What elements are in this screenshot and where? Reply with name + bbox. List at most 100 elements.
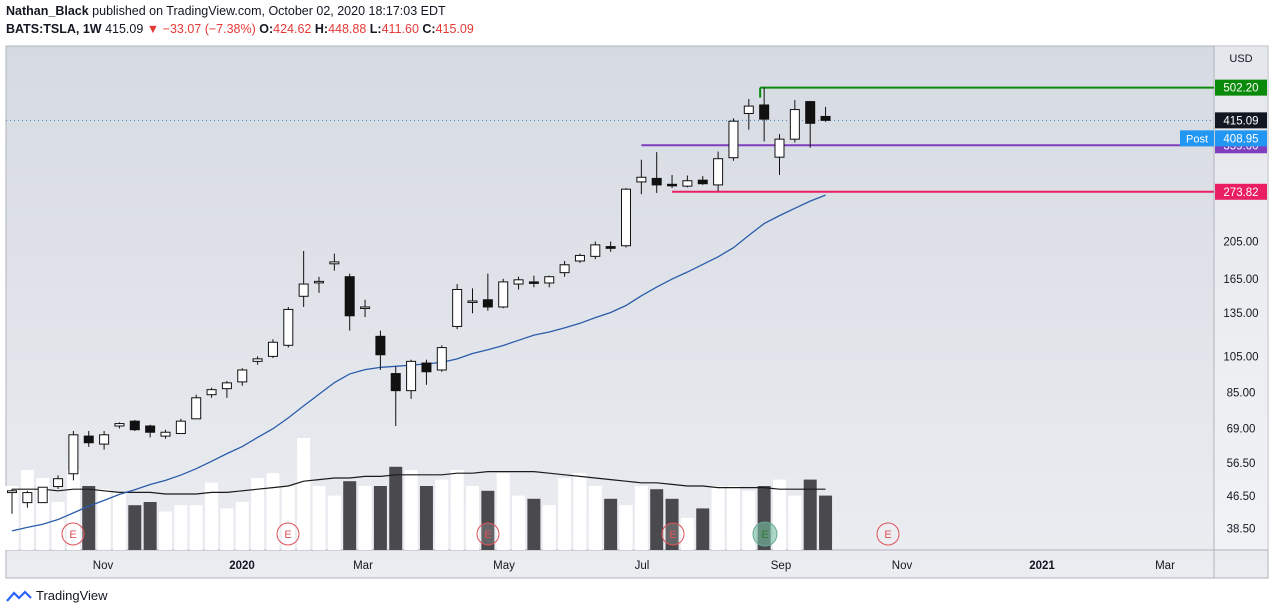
publish-info: published on TradingView.com, October 02… [92, 4, 446, 18]
candle-body [83, 435, 94, 444]
close-value: 415.09 [435, 22, 474, 36]
author-name[interactable]: Nathan_Black [6, 4, 89, 18]
volume-bar [481, 490, 495, 550]
candle-body [7, 490, 17, 494]
volume-bar [174, 505, 188, 550]
candle-body [682, 180, 693, 187]
candle-body [544, 276, 555, 284]
x-tick-label: Jul [635, 560, 650, 572]
candle-body [605, 246, 616, 249]
candle-body [283, 308, 294, 346]
footer: TradingView [6, 588, 108, 603]
candle-body [436, 347, 447, 371]
candle-body [329, 261, 340, 265]
y-tick-label: 69.00 [1227, 423, 1256, 435]
candle-body [267, 341, 278, 357]
candle-body [68, 434, 79, 475]
volume-bar [358, 486, 372, 550]
earnings-marker [61, 522, 85, 546]
price-label-text: 502.20 [1223, 83, 1258, 95]
candle-body [145, 425, 156, 433]
y-tick-label: 135.00 [1223, 308, 1258, 320]
volume-bar [711, 486, 725, 550]
volume-bar [82, 486, 96, 550]
symbol-label[interactable]: BATS:TSLA, 1W [6, 22, 102, 36]
x-tick-label: Mar [1155, 560, 1175, 572]
volume-bar [297, 438, 311, 550]
candle-body [789, 109, 800, 140]
volume-bar [573, 473, 587, 550]
low-value: 411.60 [381, 22, 419, 36]
candle-body [728, 120, 739, 159]
candle-body [37, 486, 48, 504]
volume-bar [128, 505, 142, 550]
volume-bar [266, 473, 280, 550]
footer-brand[interactable]: TradingView [36, 588, 108, 603]
y-tick-label: 165.00 [1223, 274, 1258, 286]
x-tick-label: Mar [353, 560, 373, 572]
volume-bar [803, 479, 817, 550]
candle-body [53, 478, 64, 488]
candle-body [805, 101, 816, 124]
candles-layer [7, 87, 831, 514]
volume-bar [435, 479, 449, 550]
candle-body [314, 280, 324, 284]
price-change: ▼ −33.07 (−7.38%) [146, 22, 256, 36]
currency-label: USD [1229, 53, 1252, 65]
volume-bar [619, 505, 633, 550]
earnings-marker-label: E [484, 529, 491, 541]
x-tick-label: May [493, 560, 515, 572]
candle-body [360, 306, 371, 309]
ma-layer [11, 194, 826, 532]
volume-bar [235, 502, 249, 550]
price-axis[interactable] [1214, 46, 1268, 550]
candle-body [191, 397, 202, 420]
volume-bar [373, 486, 387, 550]
candle-body [452, 288, 463, 327]
volume-bar [5, 486, 19, 550]
high-value: 448.88 [328, 22, 367, 36]
price-label-box [1215, 130, 1267, 147]
earnings-layer: E E E EE E [61, 521, 900, 547]
candle-body [498, 281, 509, 308]
volume-bar [604, 498, 618, 550]
volume-bar [143, 502, 157, 550]
volume-bar [665, 498, 679, 550]
publish-line: Nathan_Black published on TradingView.co… [6, 4, 446, 18]
y-tick-label: 205.00 [1223, 236, 1258, 248]
volume-bar [558, 478, 572, 550]
candle-body [99, 434, 110, 445]
volume-ma-line [12, 471, 826, 495]
volume-bar [327, 495, 341, 550]
y-tick-label: 56.50 [1227, 458, 1256, 470]
candle-body [697, 179, 708, 185]
volume-bar [512, 495, 526, 550]
candle-body [221, 382, 232, 390]
volume-bar [788, 495, 802, 550]
price-label-box [1215, 112, 1267, 129]
y-tick-label: 85.00 [1227, 388, 1256, 400]
candle-body [298, 283, 309, 297]
price-label-box [1215, 183, 1267, 200]
volume-bar [205, 482, 219, 550]
post-tag-text: Post [1186, 133, 1208, 145]
ohlc-line: BATS:TSLA, 1W 415.09 ▼ −33.07 (−7.38%) O… [6, 22, 474, 36]
candle-body [375, 335, 386, 356]
candle-body [252, 358, 263, 362]
candle-body [206, 389, 217, 396]
volume-bar [466, 486, 479, 550]
x-tick-label: Nov [93, 560, 114, 572]
x-tick-label: 2020 [229, 560, 255, 572]
low-label: L: [369, 22, 382, 36]
candle-body [820, 115, 831, 121]
last-price: 415.09 [105, 22, 144, 36]
volume-bar [281, 486, 295, 550]
close-label: C: [422, 22, 436, 36]
volume-bar [389, 466, 403, 550]
y-ticks: 38.50 46.50 56.50 69.00 85.00 105.00 135.00 165… [1223, 236, 1258, 535]
high-label: H: [314, 22, 329, 36]
y-tick-label: 46.50 [1227, 491, 1256, 503]
earnings-marker-label: E [761, 529, 768, 541]
